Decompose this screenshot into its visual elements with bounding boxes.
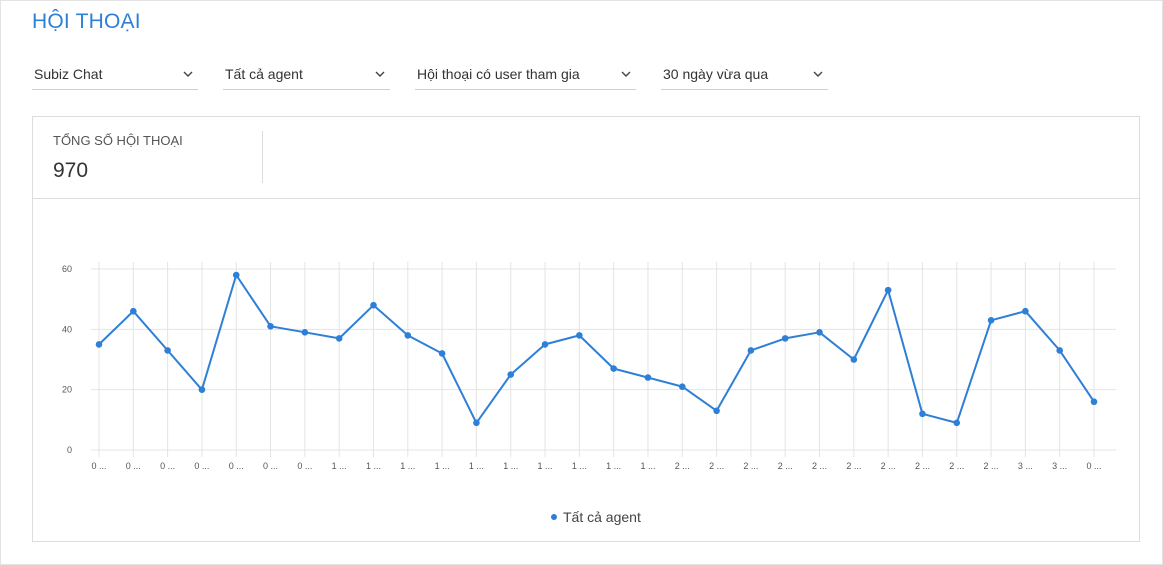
x-tick-label: 3 ... <box>1018 461 1033 471</box>
x-tick-label: 0 ... <box>263 461 278 471</box>
chevron-down-icon <box>621 71 631 77</box>
y-tick-label: 0 <box>67 445 72 455</box>
legend-label: Tất cả agent <box>563 509 641 525</box>
data-point <box>438 350 446 357</box>
channel-select[interactable]: Subiz Chat <box>32 60 198 90</box>
data-point <box>130 307 137 315</box>
data-point <box>370 301 377 309</box>
chevron-down-icon <box>813 71 823 77</box>
data-point <box>164 347 171 354</box>
x-tick-label: 1 ... <box>366 461 381 471</box>
x-tick-label: 2 ... <box>812 461 827 471</box>
data-point <box>1022 307 1029 315</box>
data-point <box>953 419 961 427</box>
x-tick-label: 1 ... <box>640 461 655 471</box>
data-point <box>232 271 240 279</box>
x-tick-label: 2 ... <box>709 461 724 471</box>
agent-select[interactable]: Tất cả agent <box>223 60 390 90</box>
x-tick-label: 1 ... <box>400 461 415 471</box>
chart-legend[interactable]: Tất cả agent <box>551 509 641 525</box>
x-tick-label: 2 ... <box>949 461 964 471</box>
data-point <box>95 341 103 348</box>
x-tick-label: 2 ... <box>743 461 758 471</box>
data-point <box>747 347 755 354</box>
x-tick-label: 2 ... <box>846 461 861 471</box>
chevron-down-icon <box>183 71 193 77</box>
data-point <box>335 335 343 342</box>
data-point <box>507 371 515 378</box>
series-line <box>98 274 1095 424</box>
x-tick-label: 0 ... <box>91 461 106 471</box>
x-tick-label: 0 ... <box>229 461 244 471</box>
y-tick-label: 60 <box>62 264 72 274</box>
data-point <box>884 286 892 294</box>
summary-divider <box>262 131 263 183</box>
x-tick-label: 1 ... <box>469 461 484 471</box>
y-tick-label: 40 <box>62 324 72 334</box>
x-tick-label: 0 ... <box>126 461 141 471</box>
conversation-line-chart: 0 20 40 60 0 ... 0 ... 0 ... 0 ... 0 ... 0 ... 0 .… <box>62 262 1116 471</box>
data-point <box>987 316 995 324</box>
summary-header: TỔNG SỐ HỘI THOẠI 970 <box>33 117 1139 199</box>
x-tick-label: 1 ... <box>606 461 621 471</box>
data-point <box>816 329 823 336</box>
chevron-down-icon <box>375 71 385 77</box>
data-point <box>781 335 789 342</box>
legend-dot-icon <box>551 514 557 521</box>
data-point <box>713 407 720 415</box>
total-conversations-label: TỔNG SỐ HỘI THOẠI <box>53 133 183 148</box>
total-conversations-value: 970 <box>53 159 89 182</box>
conversation-type-select-value: Hội thoại có user tham gia <box>417 66 580 82</box>
data-point <box>850 356 858 363</box>
data-point <box>198 386 206 393</box>
date-range-select-value: 30 ngày vừa qua <box>663 66 769 82</box>
data-point <box>473 419 480 427</box>
x-tick-label: 2 ... <box>778 461 793 471</box>
x-tick-label: 2 ... <box>984 461 999 471</box>
conversation-type-select[interactable]: Hội thoại có user tham gia <box>415 60 636 90</box>
data-point <box>1056 347 1063 354</box>
data-point <box>404 332 412 339</box>
x-tick-label: 3 ... <box>1052 461 1067 471</box>
x-tick-label: 0 ... <box>160 461 175 471</box>
data-point <box>267 323 274 330</box>
x-tick-label: 0 ... <box>297 461 312 471</box>
x-tick-label: 1 ... <box>538 461 553 471</box>
x-tick-label: 2 ... <box>675 461 690 471</box>
agent-select-value: Tất cả agent <box>225 66 303 82</box>
data-point <box>610 365 617 372</box>
x-tick-label: 1 ... <box>332 461 347 471</box>
data-point <box>644 374 652 381</box>
data-point <box>1090 398 1098 406</box>
channel-select-value: Subiz Chat <box>34 66 103 82</box>
data-point <box>541 341 549 348</box>
data-point <box>919 410 926 418</box>
x-tick-label: 1 ... <box>503 461 518 471</box>
data-point <box>301 329 309 336</box>
conversation-chart-card: TỔNG SỐ HỘI THOẠI 970 0 20 40 60 0 ... 0 ... 0… <box>32 116 1140 542</box>
x-tick-label: 0 ... <box>194 461 209 471</box>
date-range-select[interactable]: 30 ngày vừa qua <box>661 60 828 90</box>
x-tick-label: 1 ... <box>435 461 450 471</box>
page-title: HỘI THOẠI <box>32 10 141 33</box>
x-tick-label: 0 ... <box>1086 461 1101 471</box>
x-tick-label: 1 ... <box>572 461 587 471</box>
data-point <box>678 383 686 390</box>
data-point <box>576 332 583 339</box>
y-tick-label: 20 <box>62 385 72 395</box>
x-tick-label: 2 ... <box>881 461 896 471</box>
x-tick-label: 2 ... <box>915 461 930 471</box>
